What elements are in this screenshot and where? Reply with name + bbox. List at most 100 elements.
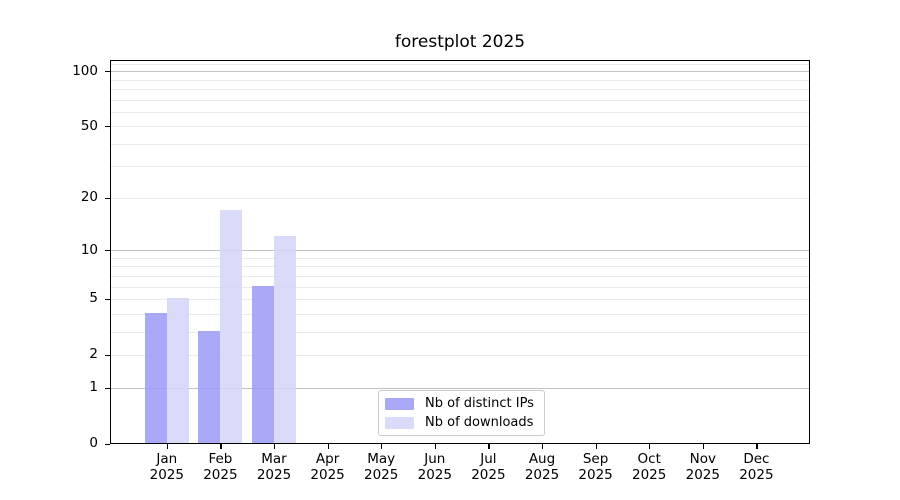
y-tick-label: 5 [89, 290, 98, 307]
y-tick-mark [105, 387, 110, 389]
x-tick-year: 2025 [149, 466, 184, 483]
x-tick-label: Nov 2025 [671, 451, 735, 483]
minor-gridline [111, 275, 809, 277]
x-tick-month: Dec [743, 451, 770, 467]
x-tick-month: Jul [480, 451, 497, 467]
minor-gridline [111, 166, 809, 168]
x-tick-label: Apr 2025 [296, 451, 360, 483]
x-tick-label: Sep 2025 [564, 451, 628, 483]
x-tick-mark [381, 444, 383, 449]
minor-gridline [111, 313, 809, 315]
x-tick-year: 2025 [364, 466, 399, 483]
y-tick-mark [105, 250, 110, 252]
legend-swatch-downloads [385, 416, 414, 429]
y-tick-mark [105, 126, 110, 128]
x-tick-month: Aug [528, 451, 556, 467]
x-tick-mark [756, 444, 758, 449]
x-tick-mark [649, 444, 651, 449]
x-tick-label: May 2025 [349, 451, 413, 483]
x-tick-month: Feb [208, 451, 233, 467]
x-tick-year: 2025 [310, 466, 345, 483]
x-tick-year: 2025 [417, 466, 452, 483]
bar-distinct-ips-jan [144, 313, 167, 443]
x-tick-month: Nov [689, 451, 716, 467]
y-tick-label: 10 [80, 241, 98, 258]
x-tick-month: Jun [424, 451, 446, 467]
y-tick-mark [105, 298, 110, 301]
x-tick-mark [327, 444, 329, 449]
x-tick-month: Mar [261, 451, 287, 467]
minor-gridline [111, 79, 809, 81]
y-tick-label: 1 [89, 379, 98, 396]
minor-gridline [111, 126, 809, 128]
y-tick-mark [105, 197, 110, 200]
legend-label-distinct-ips: Nb of distinct IPs [425, 396, 534, 411]
y-tick-label: 100 [72, 62, 98, 79]
legend-swatch-distinct-ips [385, 397, 414, 410]
bar-downloads-jan [166, 298, 189, 443]
x-tick-year: 2025 [578, 466, 613, 483]
x-tick-month: May [367, 451, 396, 467]
bar-downloads-feb [220, 209, 243, 443]
x-tick-label: Mar 2025 [242, 451, 306, 483]
minor-gridline [111, 143, 809, 145]
x-tick-mark [542, 444, 544, 449]
bar-distinct-ips-feb [198, 331, 221, 443]
minor-gridline [111, 354, 809, 356]
x-tick-label: Jan 2025 [135, 451, 199, 483]
y-tick-mark [105, 71, 110, 73]
bar-downloads-mar [274, 236, 296, 443]
minor-gridline [111, 266, 809, 268]
x-tick-label: Jul 2025 [456, 451, 520, 483]
x-tick-year: 2025 [203, 466, 238, 483]
chart-title: forestplot 2025 [394, 32, 526, 52]
x-tick-mark [434, 444, 437, 449]
x-tick-month: Sep [582, 451, 609, 467]
legend-label-downloads: Nb of downloads [425, 415, 534, 430]
legend: Nb of distinct IPs Nb of downloads [378, 390, 545, 436]
y-tick-mark [105, 354, 110, 357]
y-tick-label: 20 [80, 189, 98, 206]
minor-gridline [111, 257, 809, 259]
plot-area [110, 60, 810, 444]
major-gridline [111, 387, 809, 389]
minor-gridline [111, 197, 809, 199]
y-tick-label: 2 [89, 346, 98, 363]
x-tick-year: 2025 [632, 466, 667, 483]
x-tick-month: Oct [637, 451, 661, 467]
x-tick-mark [595, 444, 597, 449]
x-tick-year: 2025 [739, 466, 774, 483]
legend-entry-downloads: Nb of downloads [385, 415, 536, 430]
x-tick-year: 2025 [685, 466, 720, 483]
x-tick-label: Aug 2025 [510, 451, 574, 483]
x-tick-mark [220, 444, 222, 449]
x-tick-mark [488, 444, 490, 449]
y-tick-label: 0 [89, 435, 98, 451]
major-gridline [111, 71, 809, 73]
x-tick-mark [166, 444, 169, 449]
minor-gridline [111, 331, 809, 333]
minor-gridline [111, 63, 809, 65]
x-tick-month: Jan [156, 451, 178, 467]
minor-gridline [111, 111, 809, 113]
x-tick-year: 2025 [524, 466, 560, 483]
x-tick-year: 2025 [471, 466, 506, 483]
x-tick-label: Oct 2025 [617, 451, 681, 483]
minor-gridline [111, 286, 809, 288]
legend-entry-distinct-ips: Nb of distinct IPs [385, 396, 536, 411]
bar-distinct-ips-mar [252, 286, 274, 443]
minor-gridline [111, 298, 809, 300]
x-tick-label: Dec 2025 [724, 451, 788, 483]
x-tick-mark [274, 444, 276, 449]
minor-gridline [111, 99, 809, 101]
x-tick-month: Apr [315, 451, 340, 467]
y-tick-mark [105, 443, 110, 445]
minor-gridline [111, 88, 809, 90]
x-tick-label: Jun 2025 [403, 451, 467, 483]
x-tick-year: 2025 [256, 466, 292, 483]
x-tick-mark [702, 444, 705, 449]
major-gridline [111, 250, 809, 251]
x-tick-label: Feb 2025 [188, 451, 252, 483]
y-tick-label: 50 [80, 117, 98, 134]
